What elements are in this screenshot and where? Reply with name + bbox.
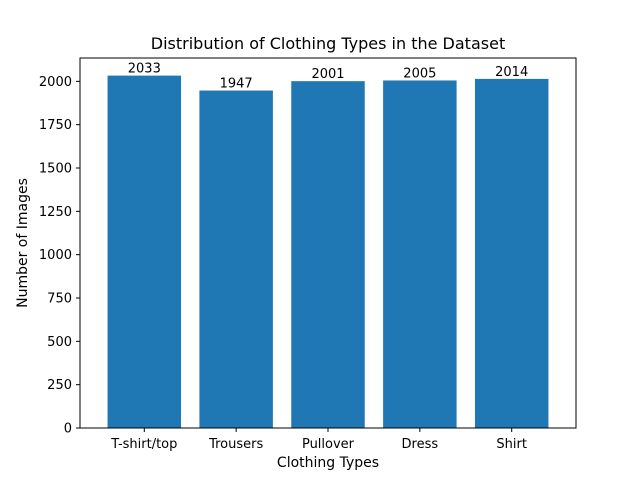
bar-value-label: 1947 (220, 77, 253, 92)
y-tick-label: 1000 (39, 248, 72, 263)
bar-value-label: 2001 (311, 67, 344, 82)
axes-frame (79, 57, 577, 429)
bar-value-labels: 2033 1947 2001 2005 2014 (128, 62, 528, 92)
y-tick-label: 1500 (39, 162, 72, 177)
bars-group (107, 75, 549, 429)
y-tick-label: 250 (47, 378, 72, 393)
bar (474, 78, 549, 428)
bar-value-label: 2033 (128, 62, 161, 77)
x-axis-label: Clothing Types (277, 455, 379, 471)
y-tick-label: 1250 (39, 205, 72, 220)
y-tick-label: 2000 (39, 75, 72, 90)
bar (107, 75, 182, 429)
x-tick-label: T-shirt/top (110, 437, 177, 452)
bar (199, 90, 273, 428)
x-tick-label: Shirt (496, 437, 527, 452)
bar-value-label: 2005 (403, 66, 436, 81)
bar-value-label: 2014 (495, 65, 528, 80)
x-tick-label: Pullover (302, 437, 355, 452)
x-axis-ticks: T-shirt/top Trousers Pullover Dress Shirt (110, 428, 527, 452)
y-axis-label: Number of Images (15, 178, 31, 308)
y-tick-label: 750 (47, 292, 72, 307)
bar (383, 80, 457, 428)
bar (291, 81, 365, 429)
y-tick-label: 500 (47, 335, 72, 350)
y-tick-label: 0 (64, 422, 72, 437)
y-tick-label: 1750 (39, 118, 72, 133)
chart-title: Distribution of Clothing Types in the Da… (151, 34, 505, 53)
x-tick-label: Dress (402, 437, 439, 452)
x-tick-label: Trousers (208, 437, 263, 452)
y-axis-ticks: 0 250 500 750 1000 1250 1500 1750 2000 (39, 75, 80, 437)
